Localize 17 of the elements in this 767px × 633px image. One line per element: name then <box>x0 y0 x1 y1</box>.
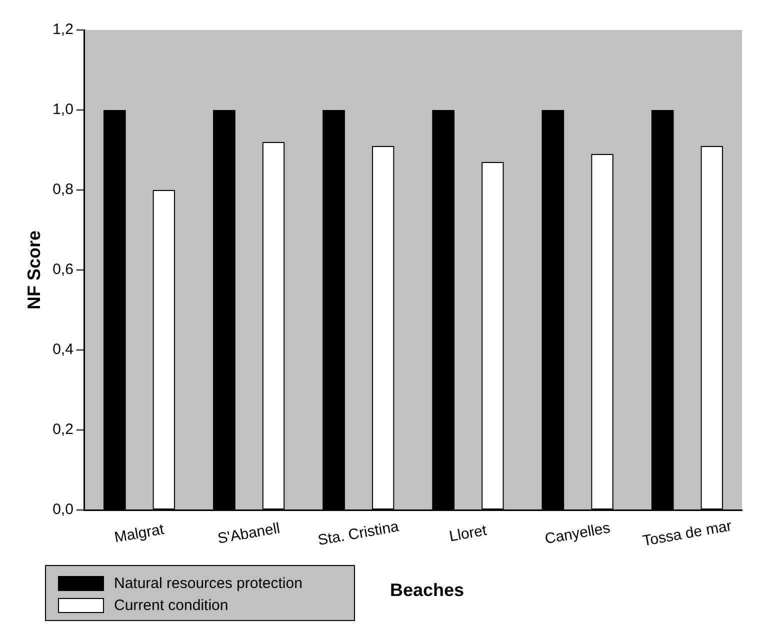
legend-label: Current condition <box>114 596 228 614</box>
x-tick-label: Sta. Cristina <box>316 518 401 550</box>
legend-label: Natural resources protection <box>114 574 302 592</box>
y-tick-label: 0,4 <box>52 341 74 358</box>
y-tick-label: 0,6 <box>52 261 74 278</box>
x-tick-label: Malgrat <box>113 520 166 546</box>
x-axis-title: Beaches <box>390 580 464 601</box>
x-tick-label: Canyelles <box>544 520 612 548</box>
y-tick-label: 0,8 <box>52 181 74 198</box>
y-axis-title: NF Score <box>24 230 44 310</box>
y-tick-label: 1,2 <box>52 21 74 38</box>
y-tick-label: 0,2 <box>52 421 74 438</box>
x-tick-label: S'Abanell <box>216 520 282 548</box>
x-tick-label: Lloret <box>448 522 489 546</box>
x-tick-label: Tossa de mar <box>641 517 733 550</box>
y-tick-label: 0,0 <box>52 501 74 518</box>
y-tick-label: 1,0 <box>52 101 74 118</box>
